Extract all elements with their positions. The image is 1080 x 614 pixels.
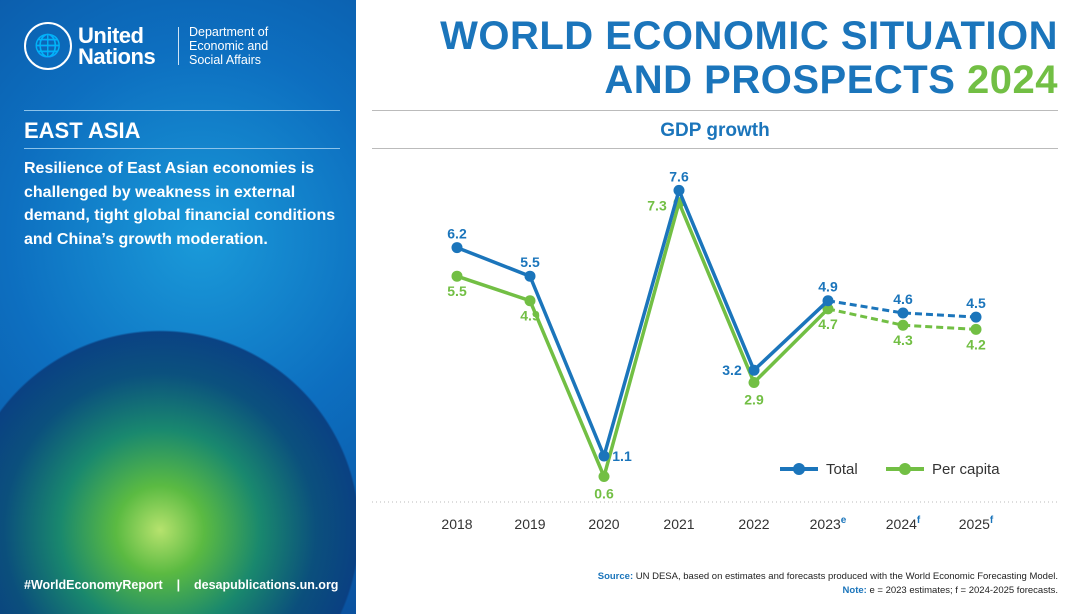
un-logo: 🌐 United Nations Department of Economic …: [24, 22, 289, 70]
data-point: [598, 470, 610, 482]
x-tick-label: 2024f: [886, 515, 921, 532]
data-label: 3.2: [722, 362, 742, 378]
data-label: 4.7: [818, 316, 838, 332]
data-label: 6.2: [447, 226, 467, 242]
hashtag: #WorldEconomyReport: [24, 578, 163, 592]
data-label: 4.9: [520, 308, 540, 324]
data-point: [748, 364, 760, 376]
data-point: [970, 311, 982, 323]
x-tick-label: 2019: [514, 516, 545, 532]
data-label: 1.1: [612, 448, 632, 464]
data-label: 5.5: [520, 254, 540, 270]
title-year: 2024: [967, 58, 1058, 102]
data-point: [748, 376, 760, 388]
data-label: 4.5: [966, 295, 986, 311]
data-label: 0.6: [594, 485, 614, 501]
note-label: Note:: [842, 585, 867, 596]
data-point: [673, 184, 685, 196]
gdp-growth-chart: 5.5 4.9 0.6 7.3 2.9 4.7 4.3 4.2 6.2 5.5 1.1 7.6 3.2 4…: [372, 168, 1058, 532]
data-point: [451, 242, 463, 254]
un-emblem-icon: 🌐: [24, 22, 72, 70]
series-forecast-line-0: [827, 299, 977, 319]
data-label: 4.9: [818, 279, 838, 295]
data-label: 7.3: [647, 198, 667, 214]
data-point: [897, 319, 909, 331]
data-label: 4.2: [966, 336, 986, 352]
title-line-2: AND PROSPECTS: [604, 58, 956, 102]
dept-name: Department of Economic and Social Affair…: [189, 25, 269, 67]
x-tick-label: 2018: [441, 516, 472, 532]
data-point: [451, 270, 463, 282]
x-tick-label: 2020: [588, 516, 619, 532]
data-point: [524, 295, 536, 307]
footer-separator: |: [176, 578, 181, 592]
divider: [24, 110, 340, 111]
data-label: 5.5: [447, 283, 467, 299]
data-point: [598, 450, 610, 462]
series-forecast-line-1: [827, 307, 977, 331]
data-label: 4.6: [893, 291, 913, 307]
data-point: [897, 307, 909, 319]
chart-title: GDP growth: [660, 120, 770, 141]
x-tick-label: 2022: [738, 516, 769, 532]
panel-footer: #WorldEconomyReport | desapublications.u…: [24, 578, 338, 592]
legend-marker: [899, 463, 911, 475]
legend-label: Total: [826, 461, 858, 478]
data-point: [822, 295, 834, 307]
globe-image: [0, 330, 356, 614]
data-label: 7.6: [669, 168, 689, 184]
note-text: e = 2023 estimates; f = 2024-2025 foreca…: [869, 585, 1058, 596]
source-text: UN DESA, based on estimates and forecast…: [635, 571, 1058, 582]
series-line-0: [456, 185, 830, 462]
region-description: Resilience of East Asian economies is ch…: [24, 160, 336, 248]
source-note: Source: UN DESA, based on estimates and …: [598, 570, 1058, 598]
left-panel: 🌐 United Nations Department of Economic …: [0, 0, 356, 614]
divider: [372, 110, 1058, 111]
data-label: 2.9: [744, 391, 764, 407]
divider: [24, 148, 340, 149]
x-tick-label: 2021: [663, 516, 694, 532]
data-label: 4.3: [893, 332, 913, 348]
region-title: EAST ASIA: [24, 118, 141, 143]
data-point: [822, 303, 834, 315]
data-point: [970, 323, 982, 335]
legend-label: Per capita: [932, 461, 1000, 478]
logo-divider: [178, 27, 179, 65]
org-name: United Nations: [78, 23, 156, 69]
source-label: Source:: [597, 571, 634, 582]
data-point: [524, 270, 536, 282]
title-line-1: WORLD ECONOMIC SITUATION: [440, 14, 1058, 58]
series-line-1: [456, 197, 830, 482]
website-link[interactable]: desapublications.un.org: [193, 578, 339, 592]
divider: [372, 148, 1058, 149]
x-tick-label: 2025f: [959, 515, 994, 532]
report-title: WORLD ECONOMIC SITUATION AND PROSPECTS 2…: [440, 14, 1058, 102]
x-tick-label: 2023e: [810, 515, 847, 532]
legend-marker: [793, 463, 805, 475]
